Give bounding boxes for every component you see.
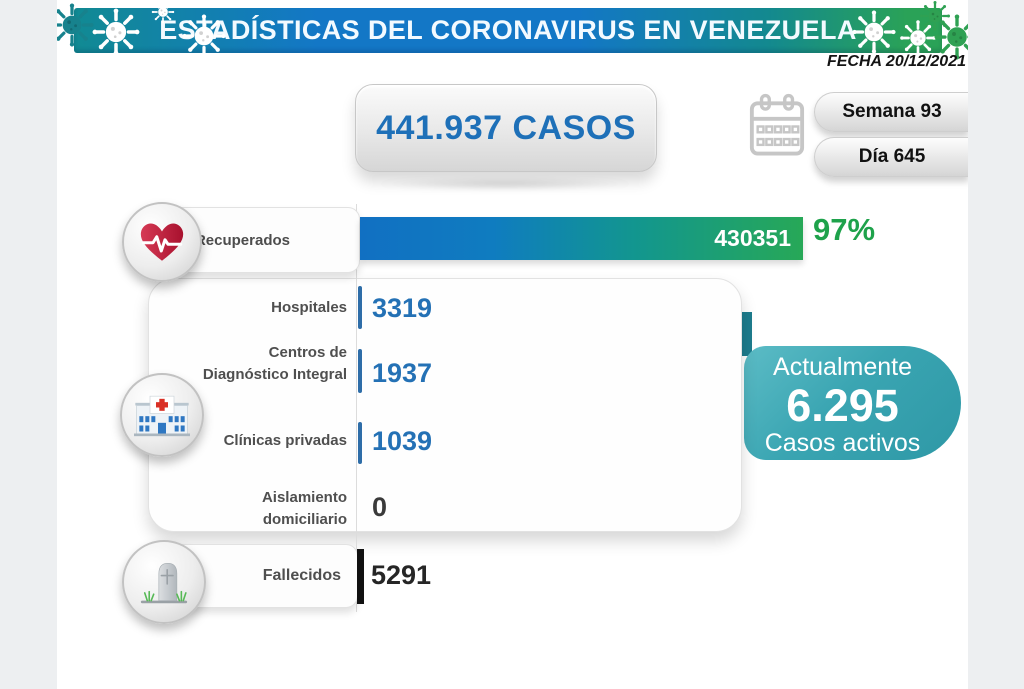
recovered-icon-circle xyxy=(122,202,202,282)
hospital-icon xyxy=(134,395,190,436)
active-badge-caption: Actualmente xyxy=(773,353,912,381)
row-value-hospitales: 3319 xyxy=(372,293,433,323)
virus-icon xyxy=(851,9,897,55)
row-label-hospitales: Hospitales xyxy=(271,299,347,316)
value-tick xyxy=(358,349,362,393)
day-label: Día 645 xyxy=(858,146,926,167)
row-value-cdi: 1937 xyxy=(372,358,433,388)
total-cases-value: 441.937 CASOS xyxy=(376,108,636,147)
value-tick xyxy=(358,286,362,329)
value-tick xyxy=(358,422,362,464)
vertical-divider xyxy=(356,204,357,612)
pill-reflection xyxy=(375,178,635,190)
row-value-clinicas: 1039 xyxy=(372,426,433,456)
row-value-aislamiento: 0 xyxy=(372,492,388,522)
virus-icon xyxy=(151,0,175,24)
recovered-label: Recuperados xyxy=(194,231,291,249)
tombstone-icon xyxy=(140,563,188,604)
virus-icon xyxy=(91,7,141,57)
row-label-cdi: Centros de Diagnóstico Integral xyxy=(202,344,347,383)
heart-pulse-icon xyxy=(140,223,184,261)
active-cases-panel: Hospitales 3319 Centros de Diagnóstico I… xyxy=(148,278,742,532)
badge-ribbon-fold xyxy=(740,312,752,356)
header-banner: ESTADÍSTICAS DEL CORONAVIRUS EN VENEZUEL… xyxy=(74,8,942,53)
deceased-icon-circle xyxy=(122,540,206,624)
virus-icon xyxy=(57,2,95,48)
report-date: FECHA 20/12/2021 xyxy=(826,53,966,70)
content-card: ESTADÍSTICAS DEL CORONAVIRUS EN VENEZUEL… xyxy=(57,0,968,689)
active-cases-badge: Actualmente 6.295 Casos activos xyxy=(744,346,961,460)
week-label: Semana 93 xyxy=(842,101,942,122)
week-badge: Semana 93 xyxy=(814,92,968,132)
page-title: ESTADÍSTICAS DEL CORONAVIRUS EN VENEZUEL… xyxy=(159,15,857,45)
recovered-progress-bar: 430351 xyxy=(360,217,803,260)
row-label-aislamiento: Aislamiento domiciliario xyxy=(261,489,347,528)
recovered-value: 430351 xyxy=(714,225,791,251)
locations-icon-circle xyxy=(120,373,204,457)
virus-icon xyxy=(181,13,227,59)
calendar-icon xyxy=(749,93,805,156)
total-cases-pill: 441.937 CASOS xyxy=(355,84,657,172)
deceased-value-tick xyxy=(357,549,364,604)
row-label-clinicas: Clínicas privadas xyxy=(223,432,347,449)
day-badge: Día 645 xyxy=(814,137,968,177)
deceased-value: 5291 xyxy=(371,560,432,590)
active-cases-value: 6.295 xyxy=(786,380,899,431)
active-badge-subcaption: Casos activos xyxy=(764,429,921,457)
recovered-percent: 97% xyxy=(813,212,876,247)
deceased-label: Fallecidos xyxy=(262,567,341,584)
